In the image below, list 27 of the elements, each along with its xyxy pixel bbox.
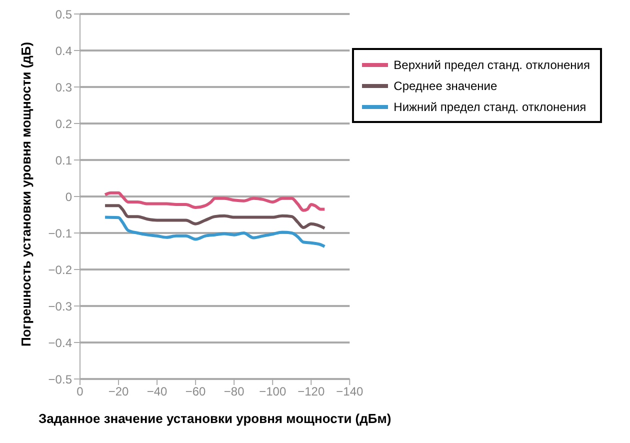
line-series — [104, 204, 326, 230]
x-tick-label: 0 — [76, 384, 84, 399]
y-tick-label: −0.3 — [48, 299, 72, 314]
y-tick-label: 0.1 — [55, 153, 72, 168]
legend-label: Нижний предел станд. отклонения — [394, 100, 586, 114]
y-tick-label: −0.1 — [48, 226, 72, 240]
line-series — [104, 216, 326, 248]
x-tick-label: −20 — [108, 384, 130, 399]
y-tick-label: −0.5 — [48, 372, 72, 386]
x-tick-label: −80 — [224, 384, 245, 399]
x-tick-label: −40 — [146, 384, 168, 399]
y-tick-label: −0.4 — [48, 336, 72, 350]
y-tick-label: 0 — [65, 190, 72, 204]
y-tick-label: −0.2 — [48, 262, 72, 277]
legend-label: Среднее значение — [394, 78, 498, 92]
y-axis-title: Погрешность установки уровня мощности (дБ) — [18, 42, 34, 346]
legend-label: Верхний предел станд. отклонения — [394, 58, 590, 72]
x-tick-label: −60 — [185, 384, 206, 399]
x-tick-label: −120 — [298, 384, 325, 399]
y-tick-label: 0.3 — [55, 80, 72, 94]
x-tick-label: −100 — [259, 384, 286, 399]
y-tick-label: 0.5 — [55, 7, 72, 22]
x-tick-label: −140 — [336, 384, 364, 399]
x-axis-title: Заданное значение установки уровня мощности (дБм) — [38, 411, 392, 426]
y-tick-label: 0.2 — [55, 116, 72, 131]
line-series — [104, 191, 326, 212]
y-tick-label: 0.4 — [55, 44, 72, 58]
